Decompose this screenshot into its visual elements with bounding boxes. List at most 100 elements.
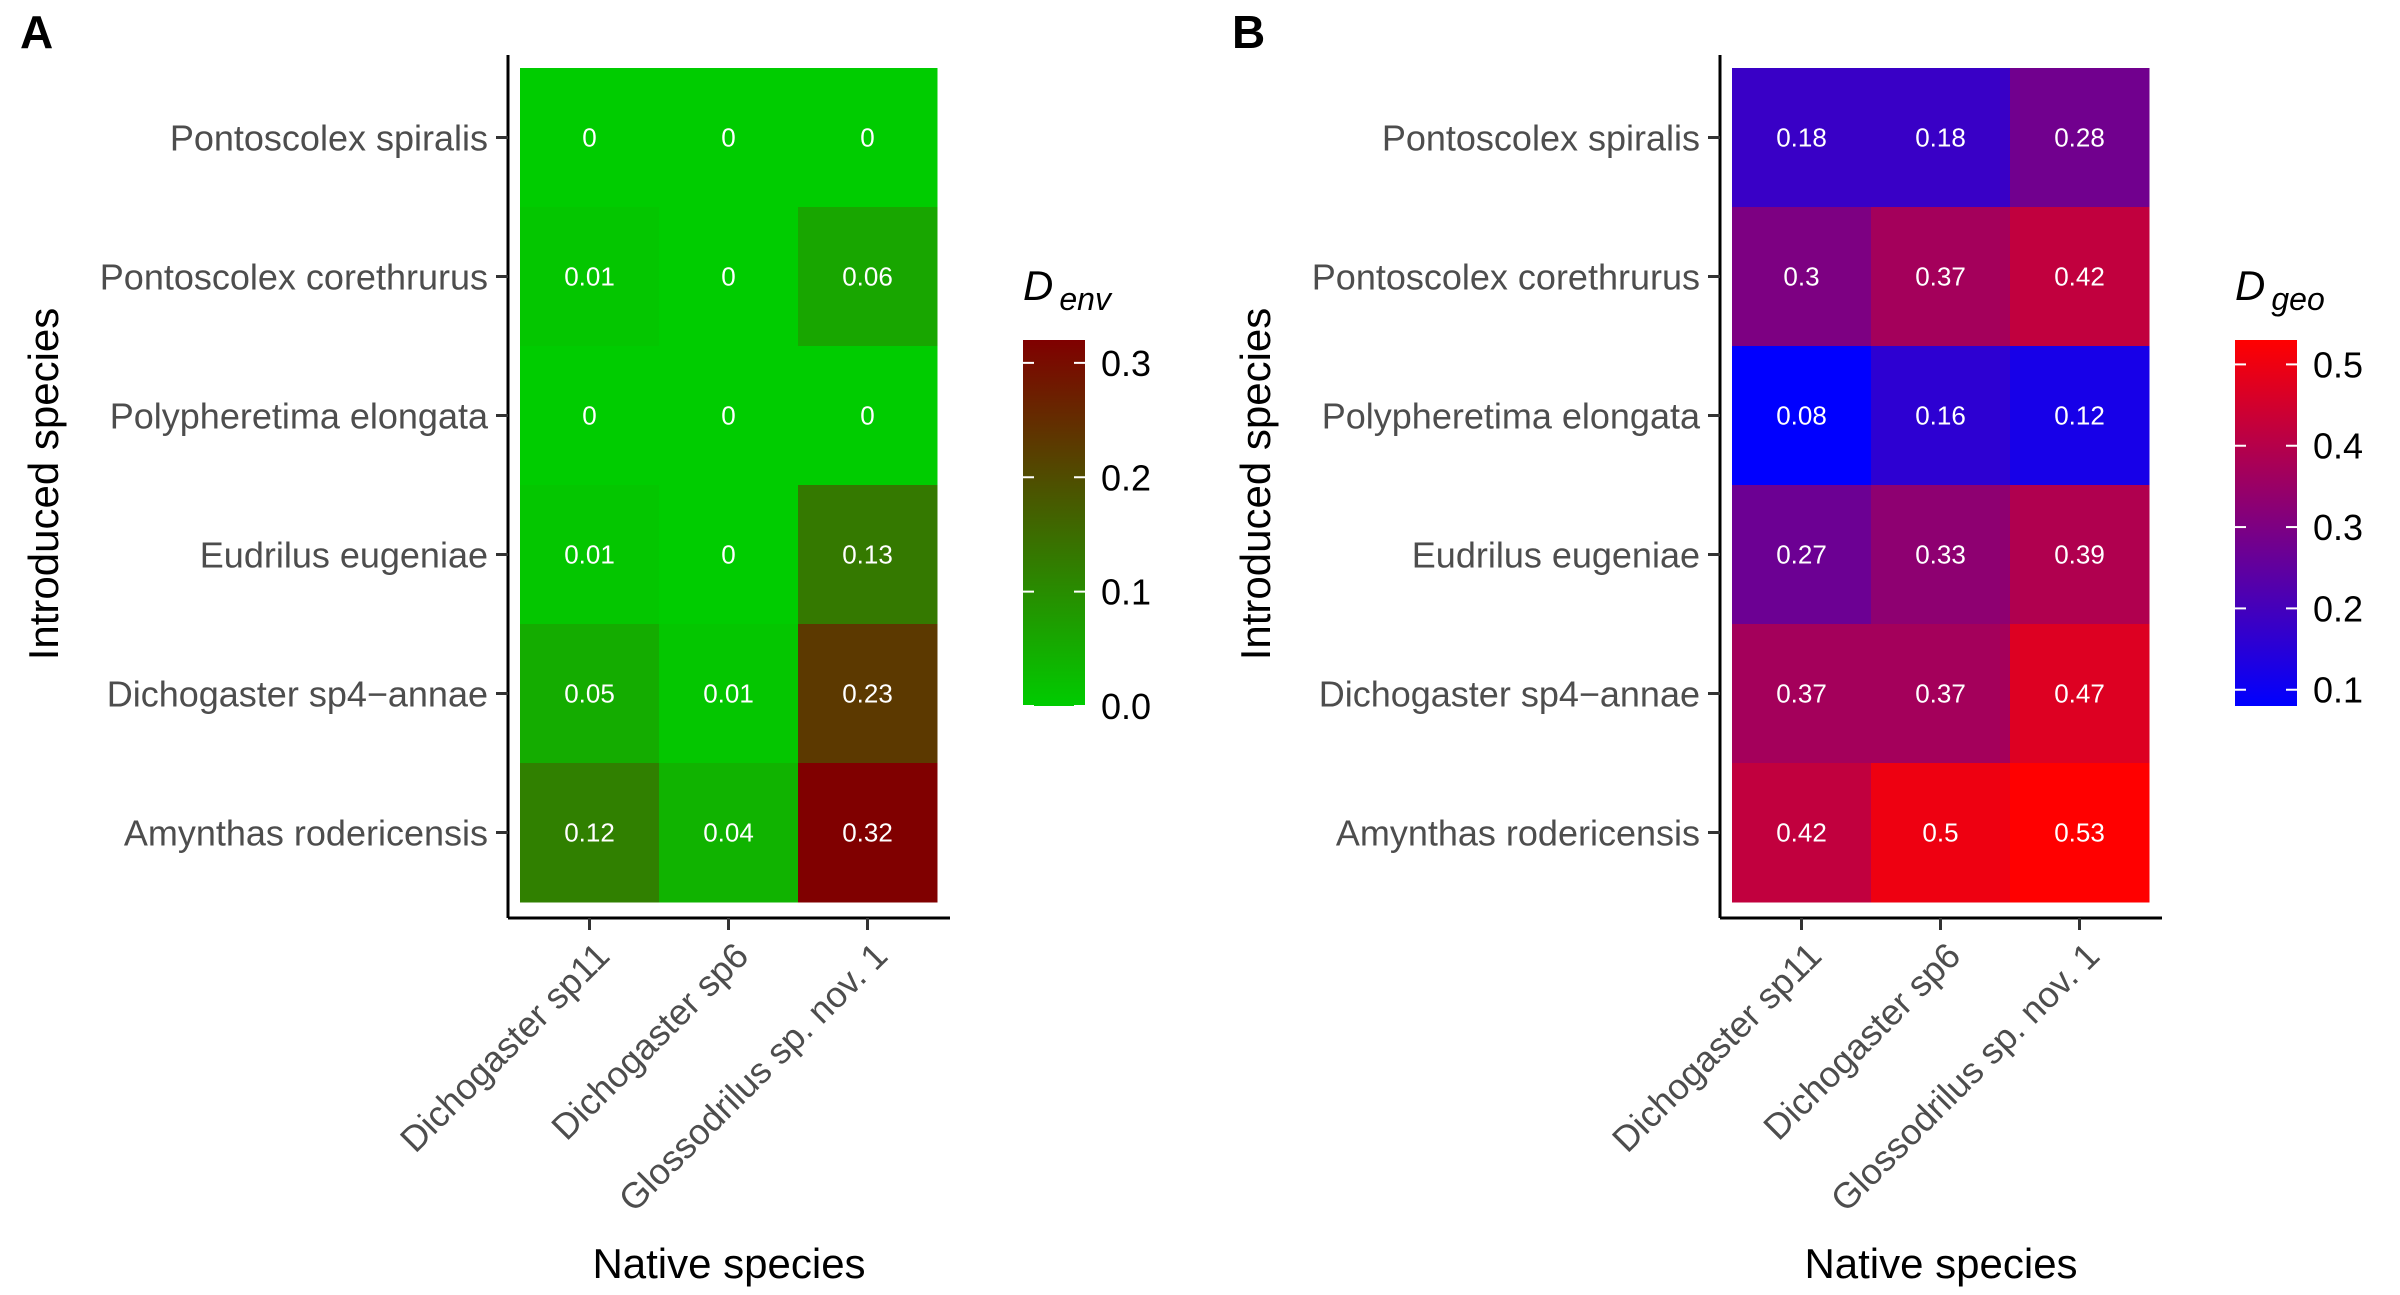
legend-title-main: D: [1023, 262, 1053, 309]
heatmap-cell: [1871, 763, 2011, 903]
legend-tick-label: 0.3: [1101, 343, 1151, 384]
cell-label: 0.33: [1915, 540, 1966, 570]
legend-tick-label: 0.0: [1101, 686, 1151, 727]
heatmap-cell: [798, 346, 938, 486]
cell-label: 0.18: [1776, 123, 1827, 153]
legend-tick-label: 0.2: [1101, 457, 1151, 498]
cell-label: 0: [582, 123, 596, 153]
cell-label: 0.32: [842, 818, 893, 848]
panel-label: B: [1232, 6, 1265, 58]
cell-label: 0.3: [1783, 262, 1819, 292]
y-tick-label: Eudrilus eugeniae: [1412, 535, 1700, 576]
x-axis-title: Native species: [1804, 1240, 2077, 1287]
y-tick-label: Dichogaster sp4−annae: [107, 674, 488, 715]
cell-label: 0.42: [2054, 262, 2105, 292]
x-tick-label: Glossodrilus sp. nov. 1: [611, 935, 896, 1220]
heatmap-cell: [798, 485, 938, 625]
cell-label: 0.08: [1776, 401, 1827, 431]
cell-label: 0.5: [1922, 818, 1958, 848]
heatmap-cell: [1732, 763, 1872, 903]
y-tick-label: Amynthas rodericensis: [1336, 813, 1700, 854]
heatmap-cell: [1871, 485, 2011, 625]
cell-label: 0.04: [703, 818, 754, 848]
legend-title-sub: geo: [2271, 281, 2324, 317]
y-tick-label: Polypheretima elongata: [110, 396, 489, 437]
heatmap-cell: [2010, 624, 2150, 764]
heatmap-cell: [1871, 207, 2011, 347]
heatmap-cell: [798, 68, 938, 208]
cell-label: 0: [721, 540, 735, 570]
cell-label: 0.01: [703, 679, 754, 709]
cell-label: 0.42: [1776, 818, 1827, 848]
x-tick-label: Glossodrilus sp. nov. 1: [1823, 935, 2108, 1220]
cell-label: 0.05: [564, 679, 615, 709]
y-tick-label: Pontoscolex spiralis: [170, 118, 488, 159]
heatmap-cell: [520, 346, 660, 486]
heatmap-cell: [1732, 207, 1872, 347]
heatmap-cell: [659, 763, 799, 903]
y-tick-label: Polypheretima elongata: [1322, 396, 1701, 437]
cell-label: 0: [860, 401, 874, 431]
legend-tick-label: 0.1: [1101, 572, 1151, 613]
heatmap-cell: [659, 346, 799, 486]
heatmap-cell: [520, 68, 660, 208]
legend-title-main: D: [2235, 262, 2265, 309]
heatmap-cell: [2010, 68, 2150, 208]
cell-label: 0: [860, 123, 874, 153]
cell-label: 0.01: [564, 540, 615, 570]
heatmap-cell: [659, 485, 799, 625]
y-tick-label: Pontoscolex spiralis: [1382, 118, 1700, 159]
heatmap-cell: [2010, 763, 2150, 903]
cell-label: 0: [721, 262, 735, 292]
y-axis-title: Introduced species: [1232, 308, 1279, 661]
heatmap-cell: [2010, 207, 2150, 347]
heatmap-cell: [520, 763, 660, 903]
panel-label: A: [20, 6, 53, 58]
y-tick-label: Pontoscolex corethrurus: [1312, 257, 1700, 298]
heatmap-cell: [659, 68, 799, 208]
legend-tick-label: 0.3: [2313, 507, 2363, 548]
heatmap-cell: [1871, 346, 2011, 486]
heatmap-cell: [1871, 68, 2011, 208]
y-tick-label: Amynthas rodericensis: [124, 813, 488, 854]
cell-label: 0: [721, 123, 735, 153]
heatmap-cell: [798, 763, 938, 903]
legend-tick-label: 0.1: [2313, 670, 2363, 711]
cell-label: 0.53: [2054, 818, 2105, 848]
y-axis-title: Introduced species: [20, 308, 67, 661]
cell-label: 0.28: [2054, 123, 2105, 153]
heatmap-cell: [520, 485, 660, 625]
cell-label: 0.37: [1915, 262, 1966, 292]
cell-label: 0.13: [842, 540, 893, 570]
legend-tick-label: 0.2: [2313, 588, 2363, 629]
cell-label: 0.47: [2054, 679, 2105, 709]
cell-label: 0.06: [842, 262, 893, 292]
legend-tick-label: 0.5: [2313, 344, 2363, 385]
heatmap-cell: [1871, 624, 2011, 764]
legend-tick-label: 0.4: [2313, 426, 2363, 467]
cell-label: 0.16: [1915, 401, 1966, 431]
cell-label: 0.12: [2054, 401, 2105, 431]
heatmap-cell: [798, 207, 938, 347]
cell-label: 0: [721, 401, 735, 431]
cell-label: 0.01: [564, 262, 615, 292]
heatmap-cell: [1732, 624, 1872, 764]
cell-label: 0.18: [1915, 123, 1966, 153]
x-axis-title: Native species: [592, 1240, 865, 1287]
legend-title-sub: env: [1059, 281, 1113, 317]
heatmap-cell: [520, 624, 660, 764]
heatmap-cell: [659, 624, 799, 764]
y-tick-label: Pontoscolex corethrurus: [100, 257, 488, 298]
heatmap-cell: [1732, 346, 1872, 486]
cell-label: 0.27: [1776, 540, 1827, 570]
heatmap-cell: [2010, 485, 2150, 625]
y-tick-label: Eudrilus eugeniae: [200, 535, 488, 576]
heatmap-cell: [2010, 346, 2150, 486]
heatmap-cell: [520, 207, 660, 347]
heatmap-cell: [798, 624, 938, 764]
y-tick-label: Dichogaster sp4−annae: [1319, 674, 1700, 715]
heatmap-cell: [1732, 68, 1872, 208]
